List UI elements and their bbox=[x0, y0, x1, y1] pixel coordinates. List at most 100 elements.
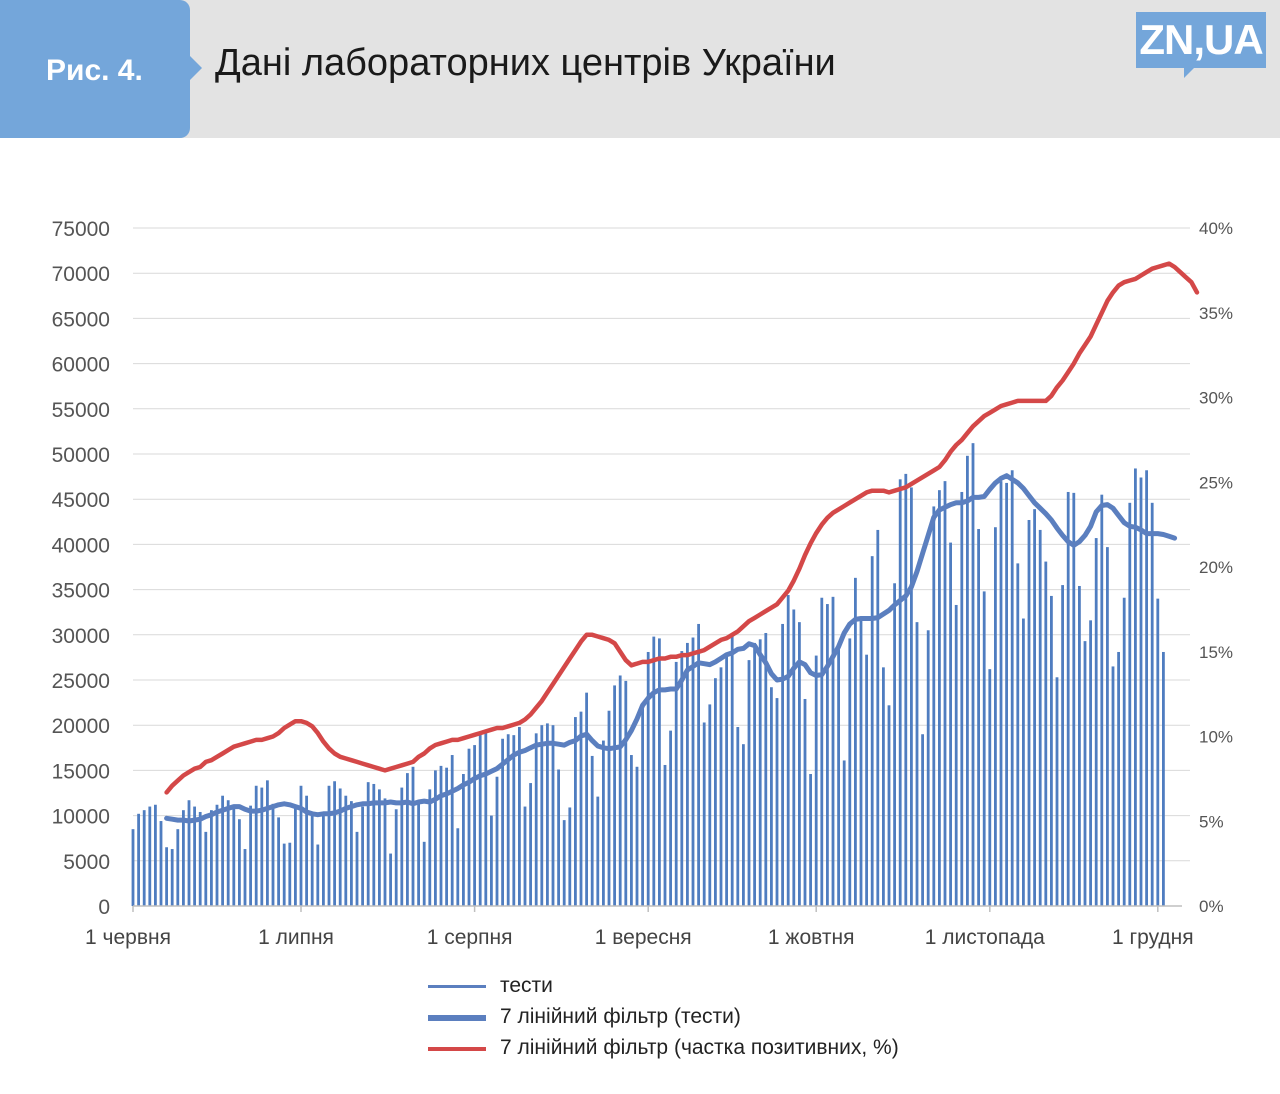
y-tick-label: 35000 bbox=[52, 580, 110, 603]
bar bbox=[809, 774, 812, 906]
bar bbox=[394, 809, 398, 906]
bar bbox=[523, 806, 527, 906]
bar bbox=[893, 583, 896, 906]
bar bbox=[585, 692, 588, 906]
bar bbox=[490, 815, 493, 906]
y-tick-label: 0 bbox=[98, 896, 110, 919]
bar bbox=[646, 651, 650, 906]
logo-tail-icon bbox=[1184, 68, 1194, 78]
bar bbox=[1139, 477, 1143, 906]
bar bbox=[137, 813, 140, 906]
y-tick-label: 55000 bbox=[52, 399, 110, 422]
y-tick-label: 10000 bbox=[52, 806, 110, 829]
bar bbox=[473, 745, 476, 906]
y-tick-label: 15000 bbox=[52, 760, 110, 783]
bar bbox=[333, 781, 336, 906]
bar bbox=[988, 669, 992, 906]
bar bbox=[562, 820, 566, 906]
y-tick-label: 45000 bbox=[52, 489, 110, 512]
bar bbox=[551, 725, 555, 906]
bar bbox=[1010, 470, 1014, 906]
bar bbox=[327, 785, 331, 906]
y2-tick-label: 10% bbox=[1199, 728, 1233, 747]
bar bbox=[870, 556, 874, 906]
bar bbox=[596, 796, 600, 906]
bar bbox=[1117, 651, 1120, 906]
bar bbox=[534, 733, 538, 906]
bar bbox=[730, 635, 734, 906]
bar bbox=[641, 704, 644, 906]
bar bbox=[971, 443, 975, 906]
bar bbox=[271, 803, 275, 906]
bar bbox=[462, 774, 465, 906]
bar bbox=[814, 655, 818, 906]
bar bbox=[960, 491, 964, 906]
bar bbox=[254, 785, 258, 906]
y2-tick-label: 25% bbox=[1199, 473, 1233, 492]
y-tick-label: 50000 bbox=[52, 444, 110, 467]
bar bbox=[422, 841, 426, 906]
y-tick-label: 65000 bbox=[52, 308, 110, 331]
bar bbox=[1061, 585, 1064, 906]
bar bbox=[697, 623, 700, 906]
bar bbox=[1162, 651, 1165, 906]
bar bbox=[434, 770, 437, 906]
zn-ua-logo: ZN,UA bbox=[1136, 12, 1266, 68]
bar bbox=[859, 617, 863, 906]
x-tick-label: 1 вересня bbox=[595, 926, 692, 949]
chart: 0 5000 10000 15000 20000 25000 30000 35000 40000… bbox=[52, 218, 1233, 949]
smoothed-lines bbox=[164, 261, 1200, 824]
bar bbox=[417, 801, 420, 906]
bar bbox=[613, 685, 616, 906]
bar bbox=[568, 807, 572, 906]
bar bbox=[182, 810, 185, 906]
bar bbox=[467, 748, 471, 906]
bar bbox=[999, 481, 1003, 906]
x-tick-label: 1 листопада bbox=[925, 926, 1045, 949]
bar bbox=[602, 740, 605, 906]
bar bbox=[260, 787, 264, 906]
bar bbox=[518, 727, 521, 906]
bar bbox=[837, 649, 840, 906]
y-tick-label: 70000 bbox=[52, 263, 110, 286]
y-tick-label: 20000 bbox=[52, 715, 110, 738]
bar bbox=[1094, 538, 1098, 906]
bar bbox=[344, 795, 348, 906]
x-axis-labels: 1 червня 1 липня 1 серпня 1 вересня 1 жовтня… bbox=[85, 926, 1194, 949]
bar bbox=[350, 801, 353, 906]
bar bbox=[781, 623, 784, 906]
logo-text: ZN,UA bbox=[1139, 16, 1263, 63]
bar bbox=[792, 609, 796, 906]
bar bbox=[512, 735, 516, 906]
bar bbox=[131, 829, 135, 906]
bar bbox=[982, 591, 986, 906]
y-tick-label: 30000 bbox=[52, 625, 110, 648]
bar bbox=[775, 698, 779, 906]
bar bbox=[725, 656, 728, 906]
positive-share-line bbox=[164, 261, 1200, 795]
bar bbox=[910, 487, 913, 906]
bar bbox=[680, 651, 684, 906]
bar bbox=[882, 667, 885, 906]
y2-tick-label: 5% bbox=[1199, 812, 1224, 831]
bar bbox=[674, 661, 678, 906]
bar bbox=[338, 788, 342, 906]
bar bbox=[786, 595, 790, 906]
bar bbox=[719, 667, 723, 906]
bar bbox=[501, 738, 504, 906]
bar bbox=[579, 711, 583, 906]
bar bbox=[1122, 597, 1126, 906]
legend-swatch-tests-filter bbox=[428, 1015, 486, 1021]
bar bbox=[288, 842, 292, 906]
bar bbox=[1027, 519, 1031, 906]
bar bbox=[820, 597, 824, 906]
bar bbox=[266, 780, 269, 906]
y-tick-label: 25000 bbox=[52, 670, 110, 693]
bar bbox=[361, 806, 364, 906]
bar bbox=[176, 829, 180, 906]
bar bbox=[630, 755, 633, 906]
bar bbox=[1156, 598, 1160, 906]
bar bbox=[1100, 494, 1104, 906]
bar bbox=[652, 636, 656, 906]
bar bbox=[898, 479, 902, 906]
